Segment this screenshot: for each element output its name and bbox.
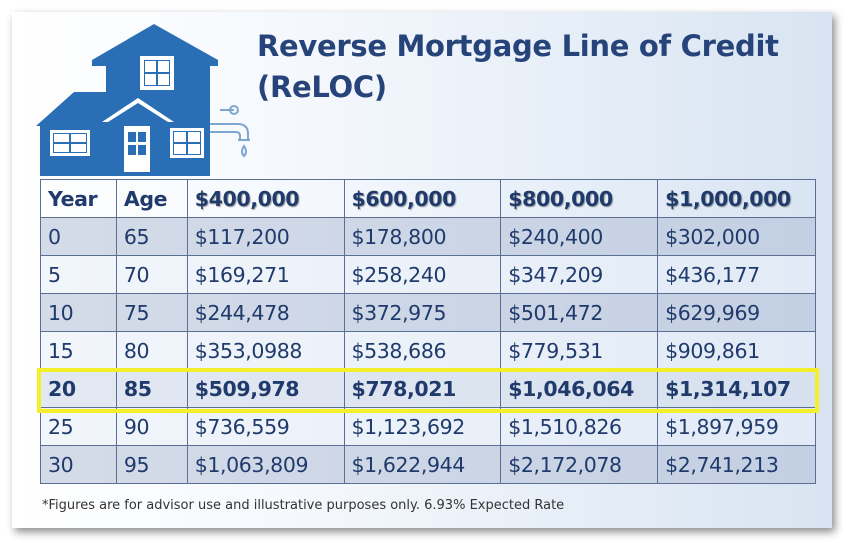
slide: Reverse Mortgage Line of Credit (ReLOC) … (12, 12, 832, 528)
cell-value: $509,978 (186, 369, 345, 408)
cell-value: $178,800 (343, 217, 502, 256)
header-year: Year (40, 179, 117, 218)
header-800000: $800,000 (500, 179, 659, 218)
cell-value: $2,741,213 (657, 445, 816, 484)
cell-year: 0 (40, 217, 117, 256)
cell-year: 20 (40, 369, 117, 408)
cell-value: $2,172,078 (500, 445, 659, 484)
header-400000: $400,000 (186, 179, 345, 218)
cell-age: 70 (115, 255, 188, 294)
house-with-faucet-icon (36, 24, 250, 176)
cell-age: 90 (115, 407, 188, 446)
cell-value: $244,478 (186, 293, 345, 332)
cell-value: $436,177 (657, 255, 816, 294)
cell-value: $240,400 (500, 217, 659, 256)
cell-value: $1,314,107 (657, 369, 816, 408)
table-row: 5 70 $169,271 $258,240 $347,209 $436,177 (40, 255, 816, 294)
cell-value: $372,975 (343, 293, 502, 332)
cell-age: 75 (115, 293, 188, 332)
cell-age: 95 (115, 445, 188, 484)
cell-value: $736,559 (186, 407, 345, 446)
table-row: 15 80 $353,0988 $538,686 $779,531 $909,8… (40, 331, 816, 370)
cell-value: $1,510,826 (500, 407, 659, 446)
cell-value: $538,686 (343, 331, 502, 370)
cell-value: $1,123,692 (343, 407, 502, 446)
cell-value: $1,897,959 (657, 407, 816, 446)
cell-year: 5 (40, 255, 117, 294)
cell-year: 30 (40, 445, 117, 484)
title-line-1: Reverse Mortgage Line of Credit (257, 29, 779, 63)
cell-age: 65 (115, 217, 188, 256)
cell-value: $501,472 (500, 293, 659, 332)
cell-value: $778,021 (343, 369, 502, 408)
cell-value: $629,969 (657, 293, 816, 332)
page-title: Reverse Mortgage Line of Credit (ReLOC) (257, 26, 827, 108)
cell-year: 25 (40, 407, 117, 446)
table-row-highlighted: 20 85 $509,978 $778,021 $1,046,064 $1,31… (40, 369, 816, 408)
table-row: 0 65 $117,200 $178,800 $240,400 $302,000 (40, 217, 816, 256)
cell-value: $353,0988 (186, 331, 345, 370)
cell-value: $302,000 (657, 217, 816, 256)
header-1000000: $1,000,000 (657, 179, 816, 218)
cell-age: 85 (115, 369, 188, 408)
cell-value: $117,200 (186, 217, 345, 256)
title-line-2: (ReLOC) (257, 70, 387, 104)
cell-value: $347,209 (500, 255, 659, 294)
footnote: *Figures are for advisor use and illustr… (42, 498, 565, 513)
cell-year: 10 (40, 293, 117, 332)
table-row: 25 90 $736,559 $1,123,692 $1,510,826 $1,… (40, 407, 816, 446)
header-600000: $600,000 (343, 179, 502, 218)
cell-value: $1,063,809 (186, 445, 345, 484)
table-row: 30 95 $1,063,809 $1,622,944 $2,172,078 $… (40, 445, 816, 484)
header-age: Age (115, 179, 188, 218)
reloc-table: Year Age $400,000 $600,000 $800,000 $1,0… (40, 179, 816, 484)
cell-value: $1,622,944 (343, 445, 502, 484)
cell-value: $258,240 (343, 255, 502, 294)
cell-value: $1,046,064 (500, 369, 659, 408)
cell-value: $169,271 (186, 255, 345, 294)
cell-year: 15 (40, 331, 117, 370)
cell-value: $909,861 (657, 331, 816, 370)
cell-value: $779,531 (500, 331, 659, 370)
header-row: Year Age $400,000 $600,000 $800,000 $1,0… (40, 179, 816, 218)
cell-age: 80 (115, 331, 188, 370)
table-row: 10 75 $244,478 $372,975 $501,472 $629,96… (40, 293, 816, 332)
